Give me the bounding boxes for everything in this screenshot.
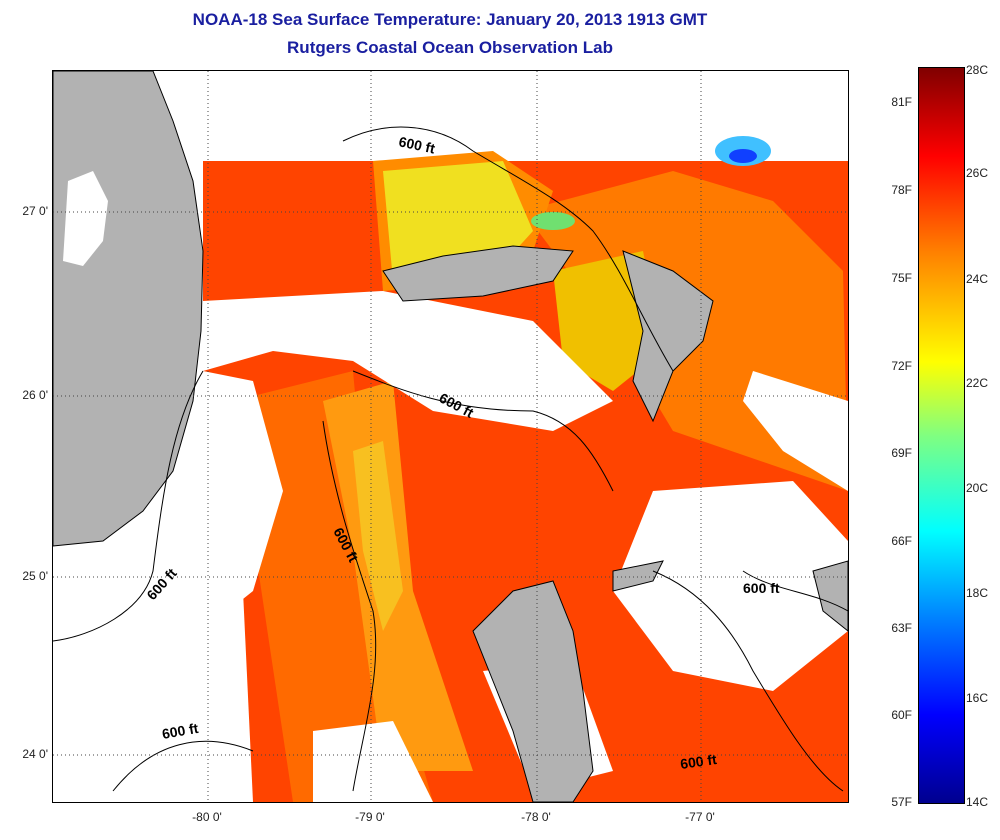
colorbar-fahrenheit-label: 66F — [891, 534, 912, 548]
colorbar-fahrenheit-label: 63F — [891, 621, 912, 635]
sst-green-patch — [531, 212, 575, 230]
lon-tick-label: -77 0' — [685, 810, 715, 824]
colorbar-celsius-label: 28C — [966, 63, 989, 77]
contour-label: 600 ft — [743, 580, 780, 596]
lon-tick-label: -79 0' — [355, 810, 385, 824]
lake-okeechobee — [63, 171, 108, 266]
colorbar-celsius-label: 16C — [966, 691, 989, 705]
lat-tick-label: 24 0' — [22, 747, 48, 761]
colorbar-celsius-label: 24C — [966, 272, 989, 286]
colorbar-fahrenheit-label: 72F — [891, 359, 912, 373]
new-providence-land — [612, 560, 664, 592]
contour-600ft-north — [342, 126, 674, 372]
contour-600ft-central — [352, 370, 614, 492]
lat-tick-label: 27 0' — [22, 204, 48, 218]
contour-600ft-tongue — [322, 420, 377, 792]
contour-label: 600 ft — [143, 565, 180, 603]
sst-cold-core — [729, 149, 757, 163]
colorbar-fahrenheit-label: 69F — [891, 446, 912, 460]
lon-tick-label: -80 0' — [192, 810, 222, 824]
andros-land — [472, 580, 594, 802]
florida-land — [53, 71, 204, 547]
cloud-southeast — [613, 481, 848, 691]
contour-600ft-south — [112, 740, 254, 792]
colorbar-fahrenheit-label: 60F — [891, 708, 912, 722]
contour-label: 600 ft — [161, 720, 200, 742]
colorbar-celsius-label: 22C — [966, 376, 989, 390]
colorbar-fahrenheit-label: 78F — [891, 183, 912, 197]
sst-map: 600 ft 600 ft 600 ft 600 ft 600 ft 600 f… — [52, 70, 849, 803]
colorbar-celsius-label: 14C — [966, 795, 989, 809]
cloud-east — [743, 371, 848, 491]
contour-600ft-east — [652, 570, 844, 792]
colorbar-fahrenheit-label: 81F — [891, 95, 912, 109]
colorbar-celsius-label: 20C — [966, 481, 989, 495]
lat-tick-label: 26 0' — [22, 388, 48, 402]
abaco-land — [622, 250, 714, 423]
contour-label: 600 ft — [679, 751, 718, 772]
exumas-land — [812, 560, 848, 632]
contour-600ft-tongue-east — [742, 570, 848, 612]
cloud-north — [203, 71, 848, 151]
map-subtitle: Rutgers Coastal Ocean Observation Lab — [287, 38, 613, 57]
colorbar-celsius-label: 18C — [966, 586, 989, 600]
cloud-strait — [203, 371, 283, 631]
cloud-central — [203, 291, 613, 431]
grand-bahama-land — [382, 245, 574, 302]
cloud-southwest — [53, 591, 253, 802]
lon-tick-label: -78 0' — [521, 810, 551, 824]
graticule — [53, 71, 848, 802]
map-title: NOAA-18 Sea Surface Temperature: January… — [192, 10, 708, 29]
lat-tick-label: 25 0' — [22, 569, 48, 583]
cloud-south — [313, 721, 433, 802]
sst-yellow-streak — [353, 441, 403, 631]
contour-600ft-florida — [53, 370, 204, 642]
colorbar-fahrenheit-label: 57F — [891, 795, 912, 809]
temperature-colorbar — [918, 67, 965, 804]
colorbar-celsius-label: 26C — [966, 166, 989, 180]
contour-label: 600 ft — [397, 133, 436, 156]
colorbar-fahrenheit-label: 75F — [891, 271, 912, 285]
